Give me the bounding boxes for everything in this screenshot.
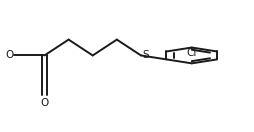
Text: S: S	[142, 50, 149, 60]
Text: O: O	[6, 50, 14, 60]
Text: O: O	[40, 98, 49, 108]
Text: Cl: Cl	[187, 48, 197, 58]
